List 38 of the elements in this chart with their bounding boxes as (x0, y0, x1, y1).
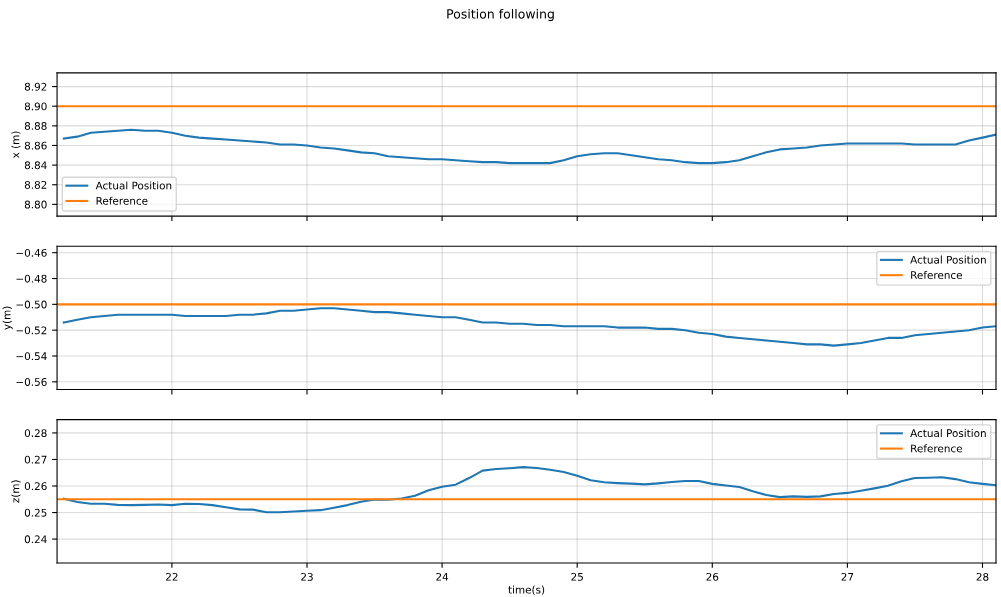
y-tick-label: 8.86 (24, 141, 47, 150)
y-tick-label: 0.28 (24, 429, 47, 438)
y-tick-label: 8.84 (24, 161, 47, 170)
y-tick-label: −0.48 (16, 274, 47, 283)
y-tick-label: −0.56 (16, 378, 47, 386)
legend-label: Actual Position (910, 255, 986, 264)
line-series (62, 128, 996, 165)
y-tick-label: 8.80 (24, 200, 47, 209)
x-tick-label: 25 (571, 572, 583, 581)
y-axis-title: z(m) (11, 480, 21, 503)
legend-label: Reference (911, 444, 963, 453)
legend-label: Reference (911, 270, 963, 279)
y-tick-label: −0.52 (16, 326, 47, 335)
line-series (62, 307, 996, 347)
y-tick-label: 8.92 (24, 82, 47, 91)
x-tick-label: 24 (436, 572, 449, 581)
y-tick-label: 0.27 (24, 455, 47, 464)
y-tick-label: 8.82 (24, 180, 47, 189)
y-tick-label: −0.50 (16, 300, 47, 309)
y-tick-label: 8.90 (24, 102, 47, 111)
x-tick-label: 26 (706, 572, 719, 581)
y-axis-title: x (m) (11, 131, 21, 159)
y-tick-label: 8.88 (24, 122, 47, 130)
x-tick-label: 27 (841, 572, 854, 581)
legend-label: Actual Position (910, 429, 986, 438)
y-tick-label: −0.46 (16, 248, 47, 257)
x-tick-label: 28 (976, 572, 989, 581)
x-tick-label: 23 (301, 572, 313, 581)
legend-label: Actual Position (95, 181, 172, 190)
x-tick-label: 22 (166, 572, 178, 581)
y-tick-label: 0.26 (24, 482, 47, 491)
y-tick-label: −0.54 (16, 352, 47, 361)
legend-label: Reference (96, 196, 148, 205)
chart-title: Position following (447, 8, 554, 22)
x-axis-title: time(s) (508, 585, 545, 595)
y-tick-label: 0.25 (24, 508, 47, 517)
y-tick-label: 0.24 (24, 535, 47, 544)
y-axis-title: y(m) (2, 306, 13, 330)
